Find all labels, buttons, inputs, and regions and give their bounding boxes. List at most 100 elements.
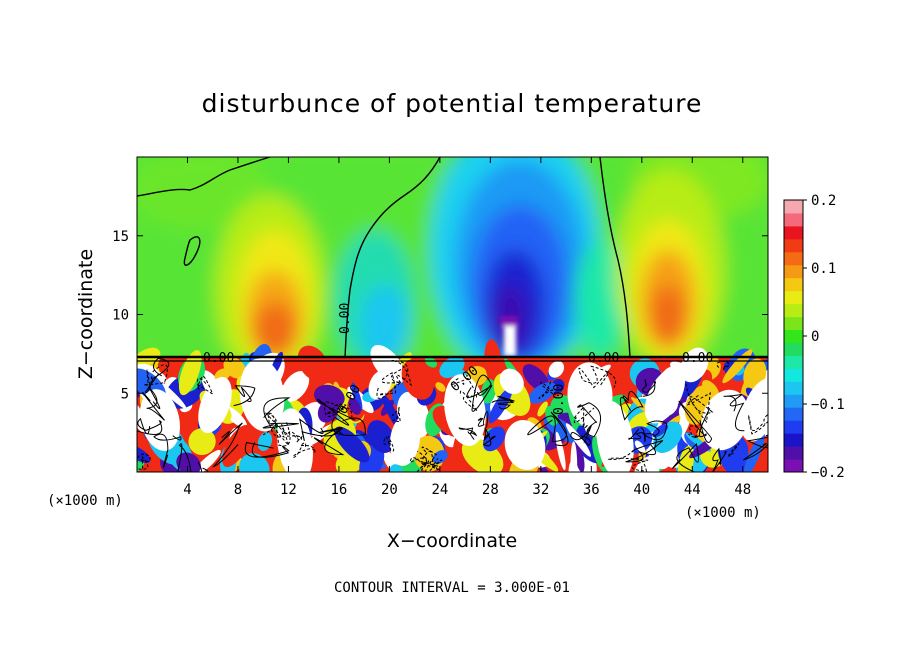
turbulence-contour (477, 411, 489, 428)
turbulence-contour (685, 383, 714, 424)
turbulence-cell (537, 401, 548, 417)
eddy (198, 377, 232, 433)
colorbar-swatch (784, 420, 803, 434)
colorbar-swatch (784, 381, 803, 395)
contour-zero-right (599, 157, 631, 359)
colorbar-swatch (784, 459, 803, 473)
turbulence-cell (188, 428, 216, 455)
turbulence-contour (672, 442, 699, 472)
turbulence-contour (137, 417, 163, 436)
x-tick-label: 12 (280, 482, 297, 498)
colorbar-swatch (784, 251, 803, 266)
contour-label: 0.00 (552, 384, 567, 415)
colorbar-swatch (784, 225, 803, 240)
turbulence-contour (716, 360, 731, 371)
turbulence-contour (619, 391, 644, 421)
x-tick-label: 16 (330, 482, 347, 498)
turbulence-contour (144, 357, 170, 393)
turbulence-cell (499, 368, 524, 395)
colorbar-tick-label: 0 (811, 329, 819, 345)
turbulence-cell (548, 360, 565, 378)
contour-interval-note: CONTOUR INTERVAL = 3.000E-01 (334, 580, 570, 596)
turbulence-contour (383, 435, 395, 452)
colorbar-swatch (784, 446, 803, 460)
contour-zero-left (137, 157, 271, 197)
turbulence-cell (239, 453, 270, 472)
eddy (139, 389, 181, 451)
turbulence-contour (628, 427, 646, 443)
turbulence-contour (390, 360, 412, 387)
y-tick-label: 10 (112, 308, 129, 324)
turbulence-contour (573, 405, 595, 429)
turbulence-cell (176, 452, 201, 472)
turbulence-contour (450, 377, 478, 411)
x-unit-left: (×1000 m) (47, 493, 123, 509)
y-tick-label: 5 (121, 386, 129, 402)
turbulence-contour (143, 364, 168, 389)
colorbar-swatch (784, 368, 803, 382)
turbulence-cell (424, 356, 438, 368)
plot-area: 0.00 0.00 0.00 0.00 0.00 0.00 0.00 (136, 156, 769, 473)
colorbar-tick-label: 0.2 (811, 193, 836, 209)
turbulence-contour (688, 425, 700, 439)
x-tick-label: 36 (583, 482, 600, 498)
contour-lines (137, 157, 768, 472)
turbulence-cell (370, 345, 405, 384)
turbulence-contour (244, 441, 290, 458)
eddy (389, 414, 421, 466)
turbulence-contour (313, 426, 345, 456)
turbulence-contour (527, 411, 569, 447)
y-axis-label: Z−coordinate (75, 249, 97, 379)
colorbar-swatch (784, 394, 803, 408)
turbulence-cell (652, 424, 669, 438)
turbulence-contour (625, 440, 664, 463)
turbulence-cell (439, 356, 465, 378)
eddy (504, 420, 546, 470)
colorbar-swatch (784, 212, 803, 227)
turbulence-cell (435, 382, 446, 392)
turbulence-cell (351, 382, 363, 411)
contour-label: 0.00 (203, 351, 234, 366)
x-tick-label: 40 (633, 482, 650, 498)
colorbar-swatch (784, 303, 803, 318)
turbulence-cell (334, 426, 370, 463)
turbulence-contour (142, 386, 165, 421)
colorbar-swatch (784, 316, 803, 331)
turbulence-contour (482, 427, 496, 447)
colorbar-swatch (784, 200, 803, 214)
colorbar-tick-label: −0.1 (811, 397, 845, 413)
x-axis: 4 8 12 16 20 24 28 32 36 40 44 48 (183, 157, 751, 498)
contour-label: 0.00 (338, 303, 353, 334)
turbulence-contour (578, 365, 617, 389)
turbulence-contour (211, 422, 243, 468)
upper-field-detail (500, 316, 518, 356)
eddy (239, 358, 285, 432)
turbulence-contour (316, 398, 366, 436)
turbulence-cell (633, 455, 661, 472)
colorbar: 0.2 0.1 0 −0.1 −0.2 (783, 193, 845, 481)
colorbar-swatch (784, 433, 803, 447)
turbulence-contour (262, 412, 290, 446)
x-tick-label: 20 (381, 482, 398, 498)
turbulence-contour (678, 400, 713, 443)
colorbar-swatch (784, 290, 803, 305)
turbulence-contour (409, 450, 430, 472)
turbulence-cell (368, 369, 392, 400)
colorbar-tick-label: 0.1 (811, 261, 836, 277)
x-unit-right: (×1000 m) (685, 505, 761, 521)
x-tick-label: 24 (431, 482, 448, 498)
contour-zero-mid (344, 157, 441, 359)
turbulence-cell (574, 441, 585, 472)
x-tick-label: 32 (532, 482, 549, 498)
turbulence-contour (723, 393, 745, 432)
y-tick-label: 15 (112, 229, 129, 245)
turbulence-contour (299, 418, 341, 442)
turbulence-contour (137, 453, 151, 471)
eddy (596, 401, 634, 472)
turbulence-contour (747, 413, 768, 435)
turbulence-contour (196, 375, 214, 396)
turbulence-cell (432, 450, 448, 464)
turbulence-cell (634, 440, 646, 453)
turbulence-contour (177, 443, 209, 472)
turbulence-contour (376, 372, 403, 399)
